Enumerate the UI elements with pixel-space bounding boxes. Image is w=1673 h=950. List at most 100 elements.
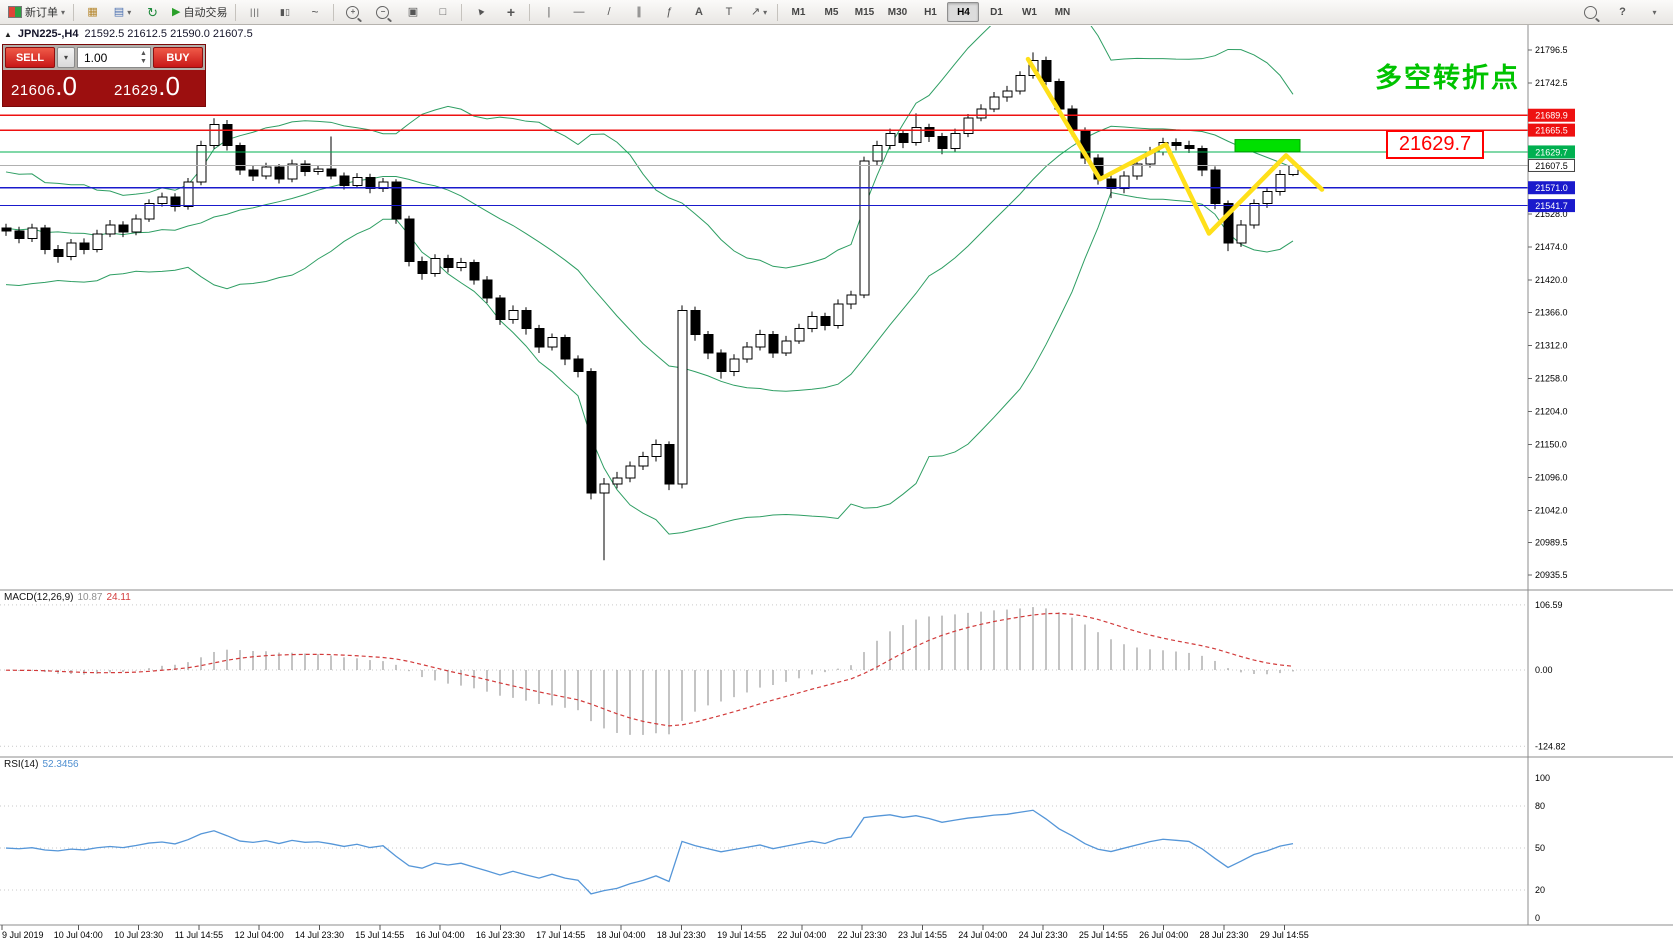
macd-axis-label: -124.82 [1535, 741, 1566, 751]
text-tool-button[interactable]: A [684, 1, 713, 23]
vertical-line-tool-button[interactable]: | [534, 1, 563, 23]
sell-price: 21606 .0 [11, 71, 77, 101]
candle [976, 108, 987, 119]
candle [963, 117, 974, 134]
timeframe-button-w1[interactable]: W1 [1021, 6, 1037, 18]
price-tag-label: 21607.5 [1535, 161, 1568, 171]
new-order-icon [8, 6, 22, 18]
volume-dropdown-button[interactable]: ▾ [57, 47, 75, 68]
volume-increase-button[interactable]: ▲ [140, 49, 147, 57]
timeframe-button-m30[interactable]: M30 [887, 6, 908, 18]
cascade-windows-button[interactable]: □ [428, 1, 457, 23]
candle [742, 346, 753, 360]
tile-windows-button[interactable]: ▣ [398, 1, 427, 23]
horizontal-line-icon: — [573, 5, 585, 18]
price-tag-label: 21541.7 [1535, 201, 1568, 211]
candle [1249, 203, 1260, 226]
timeframe-button-m15[interactable]: M15 [854, 6, 875, 18]
candle [1002, 90, 1013, 98]
rsi-axis-label: 50 [1535, 843, 1545, 853]
candle [456, 262, 467, 269]
timeframe-button-m1[interactable]: M1 [791, 6, 806, 18]
volume-input[interactable] [78, 48, 150, 67]
candle [820, 315, 831, 327]
buy-price: 21629 .0 [114, 71, 180, 101]
price-axis-label: 21420.0 [1535, 275, 1568, 285]
help-button[interactable]: ? [1608, 1, 1637, 23]
time-axis-label: 18 Jul 04:00 [596, 930, 645, 940]
rsi-value: 52.3456 [42, 759, 79, 770]
line-chart-button[interactable]: ~ [300, 1, 329, 23]
zoom-in-button[interactable]: + [338, 1, 367, 23]
zoom-out-button[interactable]: − [368, 1, 397, 23]
candle [196, 145, 207, 183]
price-axis-label: 21742.5 [1535, 78, 1568, 88]
candlestick-chart-button[interactable]: ▮▯ [270, 1, 299, 23]
search-button[interactable] [1576, 1, 1605, 23]
timeframe-button-h1[interactable]: H1 [924, 6, 937, 18]
sell-button[interactable]: SELL [5, 47, 55, 68]
rsi-layer [5, 809, 1294, 895]
candle [1171, 142, 1182, 147]
candle [131, 218, 142, 233]
time-axis-label: 10 Jul 23:30 [114, 930, 163, 940]
crosshair-tool-button[interactable]: + [496, 1, 525, 23]
price-callout-box: 21629.7 [1386, 130, 1484, 159]
candle [781, 340, 792, 354]
timeframe-button-d1[interactable]: D1 [990, 6, 1003, 18]
timeframe-button-m5[interactable]: M5 [824, 6, 839, 18]
candle [66, 242, 77, 258]
volume-decrease-button[interactable]: ▼ [140, 57, 147, 65]
zoom-out-icon: − [376, 5, 390, 19]
candle [352, 176, 363, 186]
trendline-icon: / [607, 5, 611, 18]
toolbar-overflow-button[interactable]: ▾ [1640, 1, 1669, 23]
label-icon: T [725, 5, 733, 18]
trendline-tool-button[interactable]: / [594, 1, 623, 23]
highlight-zone[interactable] [1234, 139, 1301, 153]
horizontal-line-tool-button[interactable]: — [564, 1, 593, 23]
channel-tool-button[interactable]: ∥ [624, 1, 653, 23]
rsi-axis-label: 80 [1535, 801, 1545, 811]
toolbar-separator [777, 3, 779, 21]
bar-chart-button[interactable]: ||| [240, 1, 269, 23]
fibonacci-tool-button[interactable]: ƒ [654, 1, 683, 23]
arrows-tool-button[interactable]: ↗ ▾ [744, 1, 773, 23]
candle [521, 309, 532, 330]
candle [53, 248, 64, 258]
macd-name: MACD(12,26,9) [4, 592, 74, 603]
price-axis-label: 21150.0 [1535, 439, 1567, 449]
autotrade-button[interactable]: ▶ 自动交易 [168, 1, 231, 23]
macd-axis-label: 106.59 [1535, 600, 1563, 610]
time-axis-label: 14 Jul 23:30 [295, 930, 344, 940]
candle [365, 176, 376, 189]
new-order-button[interactable]: 新订单 ▾ [4, 1, 69, 23]
one-click-panel-toggle[interactable]: ▲ [4, 29, 12, 39]
price-tag [1528, 181, 1575, 195]
cursor-tool-button[interactable]: ▲ [466, 1, 495, 23]
candle [1041, 59, 1052, 83]
candle [690, 309, 701, 336]
buy-button[interactable]: BUY [153, 47, 203, 68]
macd-signal-line [5, 612, 1294, 727]
price-axis-label: 21042.0 [1535, 505, 1568, 515]
bar-chart-icon: ||| [249, 6, 260, 17]
time-axis-label: 15 Jul 14:55 [355, 930, 404, 940]
label-tool-button[interactable]: T [714, 1, 743, 23]
timeframe-button-mn[interactable]: MN [1054, 6, 1071, 18]
candle [443, 257, 454, 269]
chart-ohlc-header: ▲ JPN225-,H4 21592.5 21612.5 21590.0 216… [4, 28, 253, 40]
trend-zigzag-annotation[interactable] [1025, 56, 1325, 236]
cursor-icon: ▲ [473, 4, 488, 19]
refresh-button[interactable]: ↻ [138, 1, 167, 23]
new-chart-button[interactable]: ▦ [78, 1, 107, 23]
candle [495, 297, 506, 320]
profiles-button[interactable]: ▤ ▾ [108, 1, 137, 23]
macd-layer [5, 607, 1294, 735]
bollinger-lower [5, 191, 1294, 535]
timeframe-button-h4[interactable]: H4 [947, 2, 980, 22]
timeframe-group: M1 M5 M15 M30 H1 H4 D1 W1 MN [782, 2, 1078, 22]
candle [1197, 148, 1208, 171]
candle [625, 465, 636, 479]
